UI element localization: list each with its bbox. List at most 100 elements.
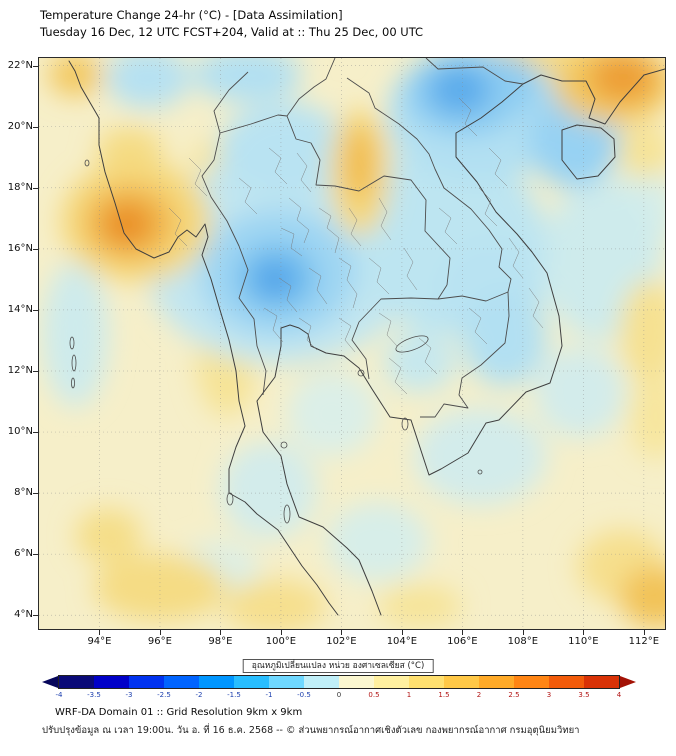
province-boundary-layer — [168, 97, 544, 395]
colorbar-tick-label: 2.5 — [508, 691, 520, 699]
colorbar — [42, 675, 636, 689]
x-tick — [462, 630, 464, 635]
x-tick-label: 102°E — [326, 636, 357, 647]
x-tick-label: 112°E — [628, 636, 660, 647]
x-tick-label: 100°E — [265, 636, 297, 647]
gridline-layer — [39, 58, 665, 629]
colorbar-cell — [549, 676, 584, 688]
x-tick — [220, 630, 222, 635]
colorbar-cell — [339, 676, 374, 688]
x-tick — [341, 630, 343, 635]
colorbar-tick-label: 1.5 — [438, 691, 450, 699]
y-tick — [33, 615, 38, 617]
chart-title: Temperature Change 24-hr (°C) - [Data As… — [40, 8, 343, 22]
colorbar-tick-label: 2 — [476, 691, 482, 699]
x-tick — [643, 630, 645, 635]
phuket-island — [226, 492, 234, 506]
songkhla-lake — [283, 504, 291, 524]
anomaly-blob — [534, 346, 626, 439]
phu-quoc-island — [401, 417, 409, 431]
temperature-anomaly-layer — [42, 58, 665, 629]
andaman-island — [69, 336, 75, 350]
colorbar-cell — [304, 676, 339, 688]
colorbar-left-arrow — [42, 676, 58, 688]
anomaly-blob — [414, 407, 547, 506]
anomaly-blob — [258, 264, 292, 295]
anomaly-blob — [223, 578, 327, 629]
y-tick — [33, 370, 38, 372]
colorbar-cell — [409, 676, 444, 688]
x-tick-label: 96°E — [147, 636, 172, 647]
colorbar-cell — [479, 676, 514, 688]
colorbar-tick-label: -0.5 — [297, 691, 311, 699]
colorbar-cell — [59, 676, 94, 688]
y-tick-label: 12°N — [7, 364, 33, 376]
x-tick — [401, 630, 403, 635]
y-tick-label: 14°N — [7, 303, 33, 315]
coastline-layer — [68, 60, 665, 616]
anomaly-blob — [616, 123, 665, 179]
colorbar-tick-label: -4 — [55, 691, 63, 699]
colorbar-right-arrow — [620, 676, 636, 688]
y-tick-label: 6°N — [14, 548, 33, 560]
andaman-island — [71, 354, 77, 372]
x-tick-label: 106°E — [447, 636, 478, 647]
x-tick-label: 104°E — [386, 636, 418, 647]
colorbar-cells — [58, 675, 620, 689]
colorbar-title-box: อุณหภูมิเปลี่ยนแปลง หน่วย องศาเซลเซียส (… — [242, 659, 434, 673]
anomaly-blob — [589, 58, 656, 103]
x-tick — [280, 630, 282, 635]
colorbar-tick-label: 1 — [406, 691, 412, 699]
samui-island — [280, 441, 288, 449]
border-vietnam-china — [425, 58, 524, 85]
anomaly-blob — [220, 441, 318, 539]
con-dao-island — [477, 469, 483, 475]
y-tick — [33, 187, 38, 189]
anomaly-blob — [48, 58, 103, 97]
koh-chang-island — [357, 369, 365, 377]
colorbar-tick-label: 4 — [616, 691, 622, 699]
colorbar-cell — [94, 676, 129, 688]
colorbar-tick-label: 3.5 — [578, 691, 590, 699]
y-tick — [33, 554, 38, 556]
anomaly-blob — [326, 502, 430, 582]
chart-subtitle: Tuesday 16 Dec, 12 UTC FCST+204, Valid a… — [40, 25, 424, 39]
border-thailand-cambodia — [351, 284, 509, 380]
colorbar-cell — [164, 676, 199, 688]
colorbar-tick-label: -1 — [265, 691, 273, 699]
anomaly-blob — [104, 204, 150, 245]
y-tick — [33, 309, 38, 311]
colorbar-cell — [199, 676, 234, 688]
coastline-west — [68, 60, 339, 616]
y-tick-label: 22°N — [7, 59, 33, 71]
island-and-lake-layer — [69, 159, 483, 524]
x-tick — [159, 630, 161, 635]
temperature-change-map — [39, 58, 665, 629]
coastline-east — [256, 68, 665, 616]
y-tick-label: 8°N — [14, 487, 33, 499]
y-tick-label: 10°N — [7, 426, 33, 438]
anomaly-blob — [93, 554, 227, 622]
footer-domain-info: WRF-DA Domain 01 :: Grid Resolution 9km … — [55, 707, 303, 718]
border-myanmar-china — [213, 58, 336, 134]
anomaly-blob — [619, 279, 665, 384]
y-tick — [33, 248, 38, 250]
colorbar-cell — [129, 676, 164, 688]
colorbar-cell — [514, 676, 549, 688]
border-thailand-laos — [286, 115, 451, 286]
colorbar-tick-label: -2.5 — [157, 691, 171, 699]
colorbar-tick-label: 0.5 — [368, 691, 380, 699]
anomaly-blob — [462, 288, 547, 387]
y-tick-label: 18°N — [7, 181, 33, 193]
anomaly-blob — [383, 331, 457, 393]
colorbar-tick-labels: -4 -3.5 -3 -2.5 -2 -1.5 -1 -0.5 0 0.5 1 1.5 2 2.5 3 3.5… — [0, 691, 676, 701]
anomaly-blob — [286, 371, 378, 457]
x-tick — [522, 630, 524, 635]
anomaly-blob — [628, 374, 665, 460]
border-laos-vietnam-cambodia — [346, 77, 512, 418]
hainan-island-coastline — [561, 124, 616, 180]
y-tick — [33, 493, 38, 495]
x-tick-label: 108°E — [507, 636, 539, 647]
y-tick — [33, 432, 38, 434]
